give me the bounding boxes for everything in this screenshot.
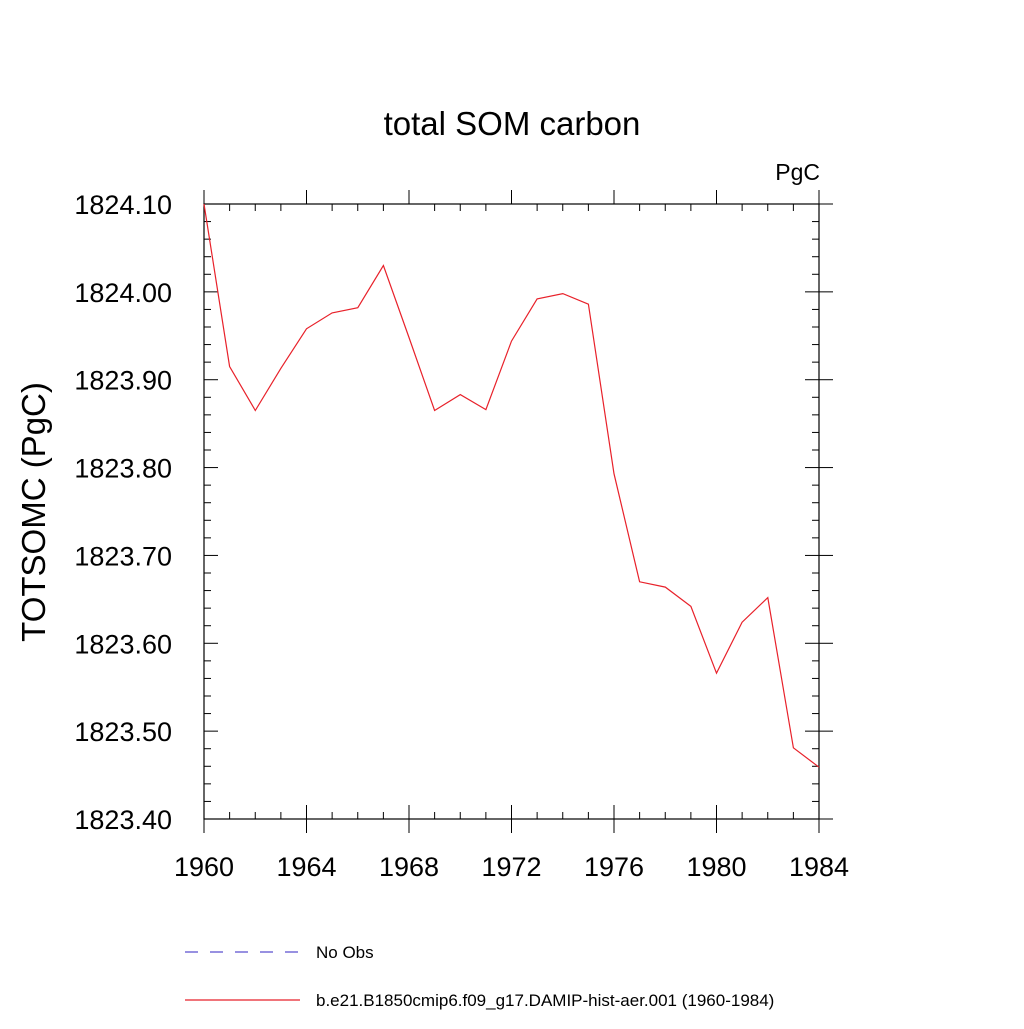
x-tick-label: 1972 [481,852,541,882]
plot-frame [204,204,819,819]
legend: No Obs b.e21.B1850cmip6.f09_g17.DAMIP-his… [185,943,774,1010]
x-tick-label: 1960 [174,852,234,882]
x-tick-label: 1968 [379,852,439,882]
y-tick-label: 1823.40 [74,805,172,835]
legend-label-0: No Obs [316,943,374,962]
series-layer [204,204,819,767]
y-tick-label: 1823.60 [74,629,172,659]
ticks-layer: 1960 1964 1968 1972 1976 1980 1984 1823.40 1823.… [74,190,849,882]
y-tick-label: 1824.00 [74,278,172,308]
y-tick-label: 1823.80 [74,454,172,484]
units-label: PgC [775,159,820,185]
x-tick-label: 1980 [686,852,746,882]
chart-title: total SOM carbon [384,105,641,142]
x-tick-label: 1984 [789,852,849,882]
y-tick-label: 1823.50 [74,717,172,747]
y-tick-label: 1823.70 [74,541,172,571]
series-line-1 [204,204,819,767]
legend-label-1: b.e21.B1850cmip6.f09_g17.DAMIP-hist-aer.… [316,991,774,1010]
x-tick-label: 1976 [584,852,644,882]
y-axis-label: TOTSOMC (PgC) [15,382,52,642]
y-tick-label: 1824.10 [74,190,172,220]
y-tick-label: 1823.90 [74,366,172,396]
x-tick-label: 1964 [276,852,336,882]
